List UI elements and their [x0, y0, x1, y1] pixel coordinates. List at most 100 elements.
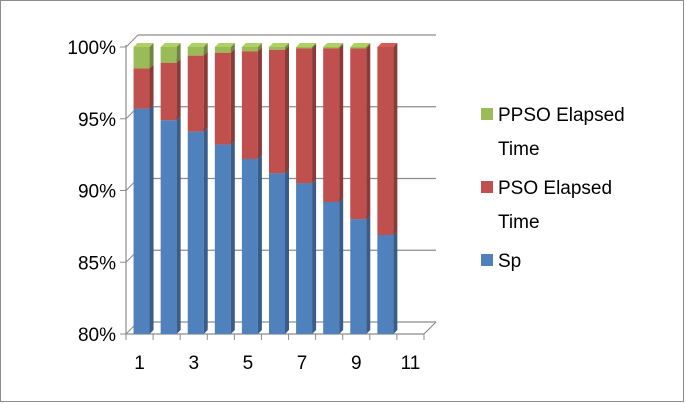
bar-top	[323, 43, 344, 47]
bar-top	[377, 43, 398, 47]
bar-segment	[350, 215, 371, 334]
bar-side	[257, 43, 262, 52]
legend-label: PPSO Elapsed	[498, 105, 625, 126]
bar-side	[176, 58, 181, 121]
bar-side	[339, 197, 344, 334]
bar-segment	[296, 44, 317, 184]
bar-side	[230, 140, 235, 334]
bar-segment	[323, 44, 344, 202]
bar-segment	[187, 43, 208, 56]
bar-top	[214, 43, 235, 47]
bar-side	[176, 43, 181, 63]
bar-side	[393, 230, 398, 334]
bar-segment	[133, 104, 154, 334]
bar-side	[285, 45, 289, 174]
bar-face	[241, 47, 258, 52]
bar-face	[241, 51, 258, 159]
bar-top	[296, 43, 317, 47]
y-tick-label: 90%	[78, 182, 116, 203]
bar-face	[241, 158, 258, 334]
bar-segment	[377, 230, 398, 334]
bar-segment	[377, 43, 398, 235]
bar-side	[203, 51, 208, 132]
bar-segment	[350, 43, 371, 49]
bar-face	[296, 183, 313, 334]
bars	[133, 43, 398, 334]
bar-face	[269, 47, 285, 50]
bar-top	[269, 43, 289, 47]
bar-segment	[241, 154, 262, 334]
bar-side	[230, 43, 235, 53]
bar-side	[285, 43, 289, 50]
bar-segment	[214, 43, 235, 53]
bar-side	[339, 44, 344, 202]
bar-face	[323, 47, 340, 49]
bar-side	[149, 64, 154, 109]
legend-swatch	[481, 254, 493, 266]
bar-side	[366, 44, 371, 220]
bar-face	[377, 47, 394, 235]
bar-face	[214, 47, 231, 53]
bar-top	[350, 43, 371, 47]
bar-segment	[214, 48, 235, 145]
bar-segment	[241, 43, 262, 52]
bar-top	[160, 43, 181, 47]
bar-segment	[187, 51, 208, 132]
y-tick-label: 80%	[78, 325, 116, 346]
bar-side	[312, 179, 317, 334]
bar-side	[230, 48, 235, 145]
bar-segment	[187, 127, 208, 334]
bar-face	[133, 47, 150, 69]
x-tick-label: 7	[297, 353, 308, 374]
y-tick-label: 100%	[67, 38, 116, 59]
bar-segment	[323, 197, 344, 334]
bar-segment	[350, 44, 371, 220]
x-tick-label: 3	[188, 353, 199, 374]
bar-face	[323, 48, 340, 202]
bar-face	[187, 55, 204, 132]
legend-swatch	[481, 108, 493, 120]
x-tick-label: 1	[134, 353, 145, 374]
x-tick-label: 9	[351, 353, 362, 374]
bar-side	[149, 104, 154, 334]
bar-side	[339, 43, 344, 49]
bar-face	[187, 131, 204, 334]
bar-face	[214, 52, 231, 145]
bar-side	[257, 47, 262, 159]
bar-segment	[241, 47, 262, 159]
bar-face	[160, 120, 177, 334]
bar-side	[203, 127, 208, 334]
x-tick-label: 11	[401, 353, 421, 374]
bar-face	[187, 47, 204, 56]
bar-segment	[323, 43, 344, 49]
bar-face	[133, 68, 150, 109]
bar-face	[160, 47, 177, 63]
bar-side	[257, 154, 262, 334]
x-axis-depth	[423, 321, 437, 335]
legend-label: PSO Elapsed	[498, 178, 612, 199]
bar-segment	[133, 64, 154, 109]
bar-segment	[296, 179, 317, 334]
bar-segment	[133, 43, 154, 69]
gridline-depth	[125, 34, 139, 48]
legend-label: Sp	[498, 251, 521, 272]
bar-face	[350, 48, 367, 220]
legend-label: Time	[498, 139, 540, 160]
bar-side	[366, 43, 371, 49]
legend-label: Time	[498, 212, 540, 233]
bar-face	[214, 144, 231, 334]
bar-segment	[269, 43, 289, 50]
bar-top	[241, 43, 262, 47]
bar-side	[203, 43, 208, 56]
bar-face	[160, 62, 177, 121]
bar-side	[176, 116, 181, 334]
bar-face	[350, 219, 367, 334]
bar-segment	[269, 169, 289, 334]
bar-face	[296, 48, 313, 184]
bar-side	[312, 43, 317, 49]
bar-segment	[214, 140, 235, 334]
legend: PPSO Elapsed Time PSO Elapsed Time Sp	[481, 105, 625, 272]
bar-face	[377, 234, 394, 334]
